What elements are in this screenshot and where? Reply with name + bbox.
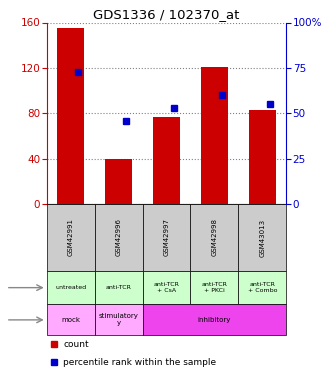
Text: anti-TCR
+ CsA: anti-TCR + CsA bbox=[154, 282, 179, 293]
Bar bbox=[153, 117, 180, 204]
Bar bbox=[249, 110, 276, 204]
Bar bbox=[105, 159, 132, 204]
Text: percentile rank within the sample: percentile rank within the sample bbox=[63, 358, 216, 367]
Text: anti-TCR
+ Combo: anti-TCR + Combo bbox=[248, 282, 277, 293]
Bar bbox=[238, 204, 286, 271]
Bar bbox=[47, 271, 95, 304]
Text: GSM42998: GSM42998 bbox=[211, 219, 217, 257]
Bar bbox=[143, 271, 190, 304]
Text: GSM43013: GSM43013 bbox=[259, 218, 265, 256]
Bar bbox=[57, 28, 84, 204]
Text: GSM42991: GSM42991 bbox=[68, 219, 74, 257]
Bar bbox=[238, 271, 286, 304]
Text: GSM42996: GSM42996 bbox=[116, 219, 122, 257]
Bar bbox=[201, 67, 228, 204]
Text: mock: mock bbox=[61, 317, 80, 323]
Bar bbox=[95, 304, 143, 335]
Bar bbox=[190, 204, 238, 271]
Text: GSM42997: GSM42997 bbox=[164, 219, 169, 257]
Bar bbox=[190, 271, 238, 304]
Bar bbox=[143, 204, 190, 271]
Bar bbox=[47, 304, 95, 335]
Text: anti-TCR: anti-TCR bbox=[106, 285, 132, 290]
Bar bbox=[47, 204, 95, 271]
Title: GDS1336 / 102370_at: GDS1336 / 102370_at bbox=[93, 8, 240, 21]
Text: untreated: untreated bbox=[55, 285, 86, 290]
Text: anti-TCR
+ PKCi: anti-TCR + PKCi bbox=[201, 282, 227, 293]
Text: count: count bbox=[63, 340, 89, 349]
Text: stimulatory
y: stimulatory y bbox=[99, 314, 139, 326]
Text: inhibitory: inhibitory bbox=[198, 317, 231, 323]
Bar bbox=[143, 304, 286, 335]
Bar bbox=[95, 271, 143, 304]
Bar bbox=[95, 204, 143, 271]
